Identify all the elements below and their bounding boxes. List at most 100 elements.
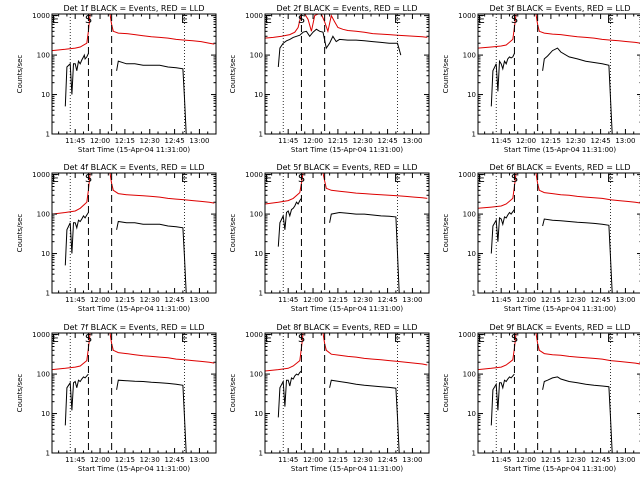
panel-title: Det 7f BLACK = Events, RED = LLD	[63, 323, 204, 332]
y-tick-label: 10	[254, 250, 263, 258]
x-tick-label: 11:45	[491, 296, 511, 304]
x-axis-label: Start Time (15-Apr-04 11:31:00)	[504, 465, 616, 473]
events-series-line	[64, 212, 187, 293]
x-tick-label: 12:15	[328, 456, 348, 464]
events-series-line	[277, 198, 400, 293]
event-marker-label: E	[265, 332, 272, 345]
x-tick-label: 12:00	[516, 137, 536, 145]
event-marker-label: S	[511, 172, 518, 185]
x-tick-label: 12:30	[566, 296, 586, 304]
plot-frame	[51, 332, 217, 454]
y-tick-label: 1000	[245, 331, 263, 339]
x-axis-label: Start Time (15-Apr-04 11:31:00)	[504, 146, 616, 154]
x-tick-label: 12:45	[164, 456, 184, 464]
x-tick-label: 12:15	[115, 137, 135, 145]
y-tick-label: 1000	[458, 12, 476, 20]
x-tick-label: 11:45	[491, 456, 511, 464]
x-tick-label: 12:45	[377, 137, 397, 145]
y-tick-label: 1	[472, 450, 476, 458]
events-series-line	[277, 28, 402, 68]
panel-title: Det 4f BLACK = Events, RED = LLD	[63, 163, 204, 172]
y-axis-label: Counts/sec	[442, 374, 450, 413]
event-marker-label: S	[298, 172, 305, 185]
event-marker-label: E	[394, 172, 401, 185]
lld-series-line	[478, 14, 640, 49]
lld-series-line	[265, 14, 428, 39]
x-tick-label: 12:30	[566, 456, 586, 464]
x-axis-label: Start Time (15-Apr-04 11:31:00)	[78, 305, 190, 313]
event-marker-label: E	[52, 13, 59, 26]
y-tick-label: 1	[259, 131, 263, 139]
x-tick-label: 12:30	[140, 137, 160, 145]
x-tick-label: 13:00	[189, 456, 209, 464]
x-tick-label: 12:45	[164, 296, 184, 304]
y-tick-label: 10	[41, 91, 50, 99]
x-tick-label: 13:00	[615, 137, 635, 145]
y-axis-label: Counts/sec	[229, 55, 237, 94]
plot-frame	[51, 13, 217, 135]
x-tick-label: 12:00	[303, 456, 323, 464]
event-marker-label: S	[511, 332, 518, 345]
x-tick-label: 12:15	[541, 296, 561, 304]
series-group	[265, 173, 428, 293]
event-marker-label: S	[85, 172, 92, 185]
plot-frame	[477, 332, 640, 454]
event-marker-label: E	[265, 13, 272, 26]
x-tick-label: 12:15	[541, 456, 561, 464]
y-tick-label: 1	[259, 450, 263, 458]
x-tick-label: 13:00	[402, 137, 422, 145]
x-tick-label: 13:00	[402, 456, 422, 464]
y-tick-label: 10	[467, 250, 476, 258]
events-series-line	[277, 370, 400, 453]
y-tick-label: 100	[250, 371, 263, 379]
event-marker-label: S	[298, 332, 305, 345]
x-tick-label: 12:00	[90, 456, 110, 464]
x-tick-label: 12:30	[140, 456, 160, 464]
x-tick-label: 12:15	[328, 296, 348, 304]
event-marker-label: E	[394, 332, 401, 345]
x-tick-label: 12:00	[303, 137, 323, 145]
y-tick-label: 1	[259, 290, 263, 298]
x-axis-label: Start Time (15-Apr-04 11:31:00)	[504, 305, 616, 313]
event-marker-label: E	[394, 13, 401, 26]
event-marker-label: E	[607, 332, 614, 345]
event-marker-label: E	[52, 332, 59, 345]
x-tick-label: 13:00	[615, 296, 635, 304]
lld-series-line	[478, 173, 640, 209]
x-tick-label: 13:00	[615, 456, 635, 464]
x-tick-label: 12:45	[590, 296, 610, 304]
y-tick-label: 1000	[32, 331, 50, 339]
y-tick-label: 10	[41, 250, 50, 258]
event-marker-label: E	[181, 172, 188, 185]
x-tick-label: 12:45	[377, 296, 397, 304]
y-tick-label: 100	[37, 211, 50, 219]
series-group	[265, 14, 428, 68]
events-series-line	[490, 209, 613, 293]
x-tick-label: 12:45	[590, 137, 610, 145]
y-axis-label: Counts/sec	[16, 374, 24, 413]
y-tick-label: 1000	[32, 171, 50, 179]
panel-title: Det 5f BLACK = Events, RED = LLD	[276, 163, 417, 172]
event-marker-label: E	[478, 13, 485, 26]
x-tick-label: 12:00	[90, 137, 110, 145]
event-marker-label: E	[181, 332, 188, 345]
y-tick-label: 10	[254, 91, 263, 99]
event-marker-label: E	[478, 172, 485, 185]
y-tick-label: 100	[37, 52, 50, 60]
y-axis-label: Counts/sec	[229, 374, 237, 413]
y-tick-label: 1000	[458, 331, 476, 339]
lld-series-line	[52, 173, 215, 215]
panel-title: Det 3f BLACK = Events, RED = LLD	[489, 4, 630, 13]
y-tick-label: 1000	[245, 171, 263, 179]
x-tick-label: 13:00	[402, 296, 422, 304]
y-tick-label: 1	[46, 290, 50, 298]
y-tick-label: 1000	[32, 12, 50, 20]
y-tick-label: 1000	[458, 171, 476, 179]
x-tick-label: 13:00	[189, 296, 209, 304]
